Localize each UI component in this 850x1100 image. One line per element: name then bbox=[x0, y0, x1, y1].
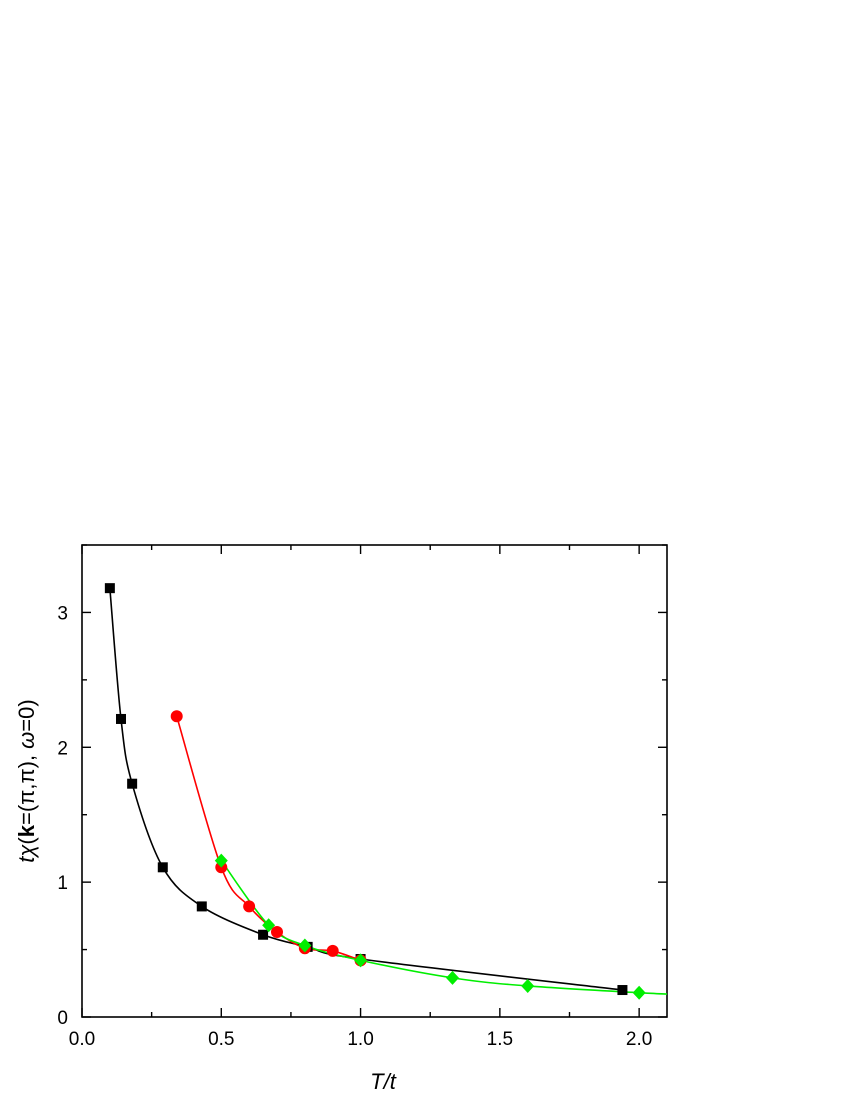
y-label-eq-zero: =0) bbox=[14, 699, 39, 731]
y-label-eq-pi: =(π,π), bbox=[14, 749, 39, 825]
tick-labels: 0.0 0.5 1.0 1.5 2.0 0 1 2 3 bbox=[57, 603, 652, 1050]
axis-ticks bbox=[81, 544, 667, 1018]
series-2-point bbox=[326, 944, 339, 957]
y-tick-label: 2 bbox=[57, 738, 68, 759]
series-2-point bbox=[170, 710, 183, 723]
series-3-point bbox=[354, 953, 368, 968]
series-3-point bbox=[632, 985, 646, 1000]
x-tick-label: 1.0 bbox=[347, 1029, 373, 1050]
series-3-point bbox=[262, 918, 276, 933]
plot-frame bbox=[81, 544, 668, 1018]
y-label-omega: ω bbox=[14, 732, 39, 749]
series-1-point bbox=[196, 901, 207, 912]
y-tick-label: 3 bbox=[57, 603, 68, 624]
series-1-point bbox=[127, 778, 138, 789]
y-label-t: t bbox=[14, 856, 39, 863]
x-axis-label: T/t bbox=[370, 1069, 397, 1094]
series-lines bbox=[109, 588, 668, 995]
series-markers bbox=[104, 583, 646, 1000]
series-1-point bbox=[617, 985, 628, 996]
series-2-point bbox=[271, 926, 283, 939]
y-tick-label: 1 bbox=[57, 873, 68, 894]
x-tick-label: 0.5 bbox=[208, 1029, 234, 1050]
x-tick-label: 1.5 bbox=[487, 1029, 513, 1050]
series-1-point bbox=[157, 862, 168, 873]
series-3-line bbox=[220, 860, 668, 995]
series-3-point bbox=[446, 970, 459, 985]
series-2-point bbox=[243, 900, 256, 913]
y-label-k: k bbox=[14, 824, 39, 837]
series-1-line bbox=[109, 588, 623, 991]
series-3-point bbox=[214, 853, 228, 868]
series-3-point bbox=[521, 978, 535, 993]
series-1-point bbox=[116, 713, 126, 724]
series-1-point bbox=[258, 929, 269, 940]
x-tick-label: 2.0 bbox=[626, 1029, 652, 1050]
y-label-open: ( bbox=[14, 837, 39, 845]
series-1-point bbox=[104, 583, 115, 594]
series-3-point bbox=[298, 938, 312, 953]
y-label-chi: χ bbox=[14, 844, 39, 859]
y-axis-label: tχ(k=(π,π), ω=0) bbox=[14, 699, 39, 862]
y-tick-label: 0 bbox=[57, 1008, 68, 1029]
x-tick-label: 0.0 bbox=[69, 1029, 95, 1050]
